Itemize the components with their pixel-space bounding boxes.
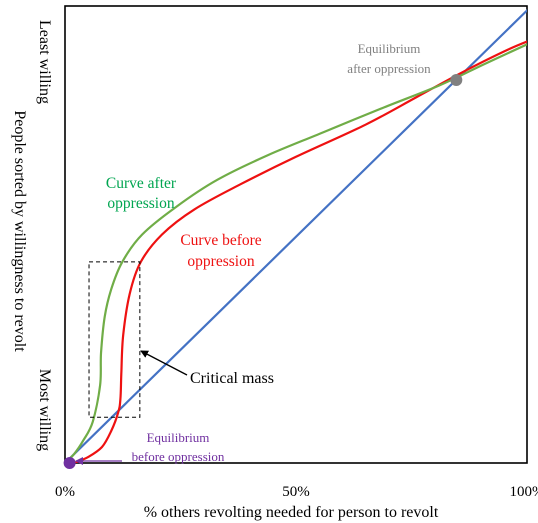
annotation-curve-after-line1: Curve after: [106, 175, 177, 192]
y-axis-title: People sorted by willingness to revolt: [11, 110, 28, 352]
series-line-after-oppression: [65, 43, 527, 463]
annotation-eq-before-line1: Equilibrium: [147, 430, 210, 445]
annotation-curve-after-line2: oppression: [107, 195, 174, 212]
critical-mass-layer: [88, 261, 141, 418]
equilibrium-after-point: [450, 74, 463, 87]
annotation-curve-before-line1: Curve before: [180, 232, 261, 249]
annotation-curve-before-line2: oppression: [187, 253, 254, 270]
series-line-before-oppression: [73, 40, 527, 463]
x-tick-label: 100%: [510, 484, 538, 500]
x-tick-label: 50%: [282, 484, 310, 500]
critical-mass-box: [88, 261, 141, 418]
annotation-eq-after-line1: Equilibrium: [358, 41, 421, 56]
annotation-eq-after-line2: after oppression: [347, 61, 431, 76]
y-top-label: Least willing: [36, 20, 53, 104]
x-axis-title: % others revolting needed for person to …: [144, 504, 439, 521]
y-bottom-label: Most willing: [36, 369, 53, 451]
annotation-eq-before-line2: before oppression: [132, 449, 225, 464]
annotation-critical-mass: Critical mass: [190, 370, 274, 387]
critical-mass-arrow: [140, 350, 188, 376]
equilibrium-points: [63, 74, 463, 469]
equilibrium-before-point: [63, 457, 76, 469]
x-tick-label: 0%: [55, 484, 75, 500]
x-tick-labels: 0% 50% 100%: [55, 484, 538, 500]
